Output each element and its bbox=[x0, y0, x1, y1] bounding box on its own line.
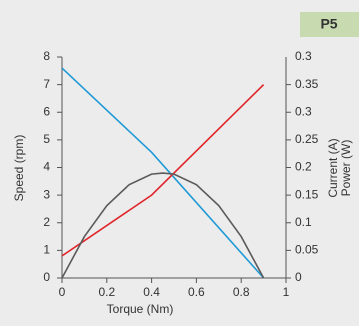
y2-tick-label: 0.15 bbox=[295, 187, 319, 201]
badge-box bbox=[300, 12, 359, 37]
y2-tick-label: 0.05 bbox=[295, 243, 319, 257]
x-tick-label: 1 bbox=[283, 285, 290, 299]
y2-top-label: 0.3 bbox=[295, 49, 312, 63]
x-tick-label: 0.6 bbox=[188, 285, 205, 299]
series-line bbox=[61, 84, 265, 257]
y2-tick-label: 0 bbox=[295, 270, 302, 284]
y-tick-label: 6 bbox=[43, 104, 50, 118]
y-tick-label: 8 bbox=[43, 49, 50, 63]
y-tick-label: 5 bbox=[43, 132, 50, 146]
x-tick-label: 0 bbox=[59, 285, 66, 299]
y2-tick-label: 0.25 bbox=[295, 132, 319, 146]
y-axis-label: Speed (rpm) bbox=[12, 135, 26, 202]
series-line bbox=[61, 67, 265, 279]
y2-axis-label: Power (W) bbox=[339, 140, 353, 197]
y2-tick-label: 0.1 bbox=[295, 215, 312, 229]
badge: P5 bbox=[320, 16, 337, 32]
series-line bbox=[61, 172, 265, 279]
y-tick-label: 7 bbox=[43, 77, 50, 91]
x-axis-label: Torque (Nm) bbox=[107, 302, 174, 316]
y-tick-label: 1 bbox=[43, 243, 50, 257]
y2-tick-label: 0.2 bbox=[295, 160, 312, 174]
y2-tick-label: 0.35 bbox=[295, 77, 319, 91]
y-tick-label: 4 bbox=[43, 160, 50, 174]
x-tick-label: 0.8 bbox=[233, 285, 250, 299]
y2-tick-label: 0.3 bbox=[295, 104, 312, 118]
x-tick-label: 0.4 bbox=[143, 285, 160, 299]
y-tick-label: 2 bbox=[43, 215, 50, 229]
y-tick-label: 0 bbox=[43, 270, 50, 284]
y2-axis-label: Current (A) bbox=[326, 138, 340, 197]
y-tick-label: 3 bbox=[43, 187, 50, 201]
x-tick-label: 0.2 bbox=[98, 285, 115, 299]
